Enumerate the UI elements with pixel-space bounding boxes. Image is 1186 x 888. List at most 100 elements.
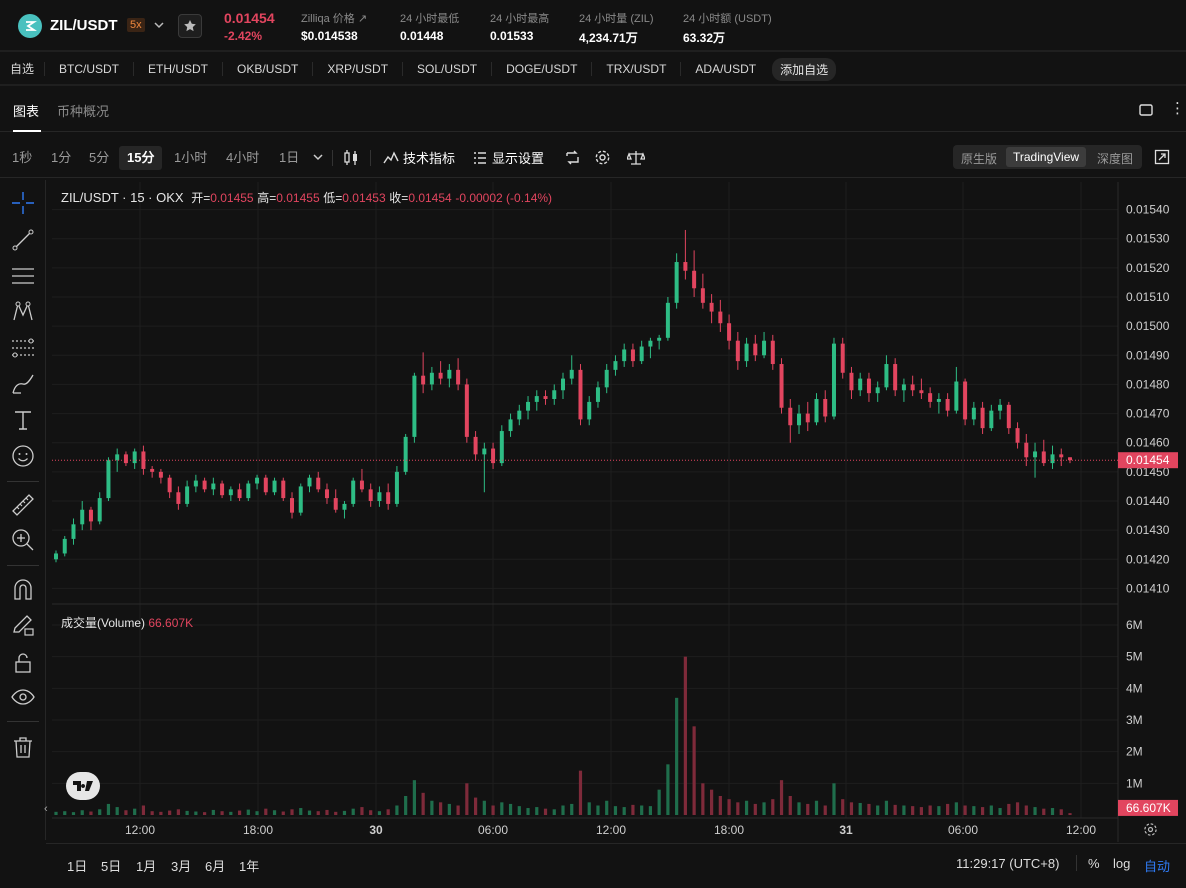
candle-body (858, 378, 863, 391)
interval-dropdown-icon[interactable] (312, 151, 324, 166)
pencil-lock-icon[interactable] (11, 613, 35, 640)
stat-label: 24 小时最高 (490, 13, 550, 25)
fullscreen-icon[interactable] (1154, 149, 1170, 168)
clock[interactable]: 11:29:17 (UTC+8) (956, 856, 1060, 871)
candle-body (202, 480, 207, 490)
time-tick-label: 31 (839, 823, 853, 837)
candle-body (622, 349, 627, 362)
interval-1h[interactable]: 1小时 (174, 150, 208, 165)
fib-retracement-icon[interactable] (11, 336, 35, 363)
interval-4h[interactable]: 4小时 (226, 150, 260, 165)
candle-body (578, 369, 583, 420)
favorite-pair[interactable]: ETH/USDT (134, 62, 224, 76)
candle-body (351, 480, 356, 504)
tab-coin-overview[interactable]: 币种概况 (57, 104, 110, 119)
time-tick-label: 30 (369, 823, 383, 837)
pair-name[interactable]: ZIL/USDT (50, 17, 118, 34)
zil-logo-icon (18, 14, 42, 38)
interval-15m[interactable]: 15分 (119, 146, 163, 170)
volume-bar (71, 812, 76, 815)
brush-icon[interactable] (11, 372, 35, 399)
interval-1s[interactable]: 1秒 (12, 150, 33, 165)
price-tick-label: 0.01460 (1126, 436, 1170, 450)
log-toggle[interactable]: log (1113, 856, 1131, 871)
volume-legend-label[interactable]: 成交量(Volume) (61, 616, 146, 630)
interval-5m[interactable]: 5分 (89, 150, 110, 165)
ruler-icon[interactable] (11, 493, 35, 520)
emoji-icon[interactable] (11, 444, 35, 471)
percent-toggle[interactable]: % (1088, 856, 1100, 871)
candle-body (989, 410, 994, 429)
gear-icon[interactable] (594, 149, 611, 169)
trash-icon[interactable] (11, 735, 35, 762)
volume-bar (911, 806, 915, 815)
favorite-pair[interactable]: OKB/USDT (223, 62, 314, 76)
volume-bar (246, 809, 250, 815)
interval-1d[interactable]: 1日 (279, 150, 300, 165)
stat-zilliqa-price[interactable]: Zilliqa 价格 ↗ $0.014538 (301, 10, 367, 43)
scale-icon[interactable] (626, 149, 646, 169)
layout-window-icon[interactable] (1138, 102, 1154, 118)
axis-settings-gear-icon[interactable] (1143, 822, 1158, 840)
range-1m[interactable]: 1月 (136, 859, 157, 874)
crosshair-icon[interactable] (11, 191, 35, 218)
candle-body (167, 477, 172, 493)
pattern-icon[interactable] (11, 300, 35, 327)
favorite-pair[interactable]: SOL/USDT (403, 62, 493, 76)
view-native[interactable]: 原生版 (961, 152, 998, 166)
trend-line-icon[interactable] (11, 228, 35, 255)
horizontal-lines-icon[interactable] (11, 264, 35, 291)
legend-symbol[interactable]: ZIL/USDT · 15 · OKX (61, 190, 184, 205)
replay-icon[interactable] (564, 149, 581, 169)
view-depth[interactable]: 深度图 (1097, 152, 1134, 166)
view-tradingview[interactable]: TradingView (1006, 147, 1087, 167)
candle-body (718, 311, 723, 324)
stat-value: 63.32万 (683, 31, 726, 45)
volume-bar (115, 807, 119, 815)
favorite-pair[interactable]: ADA/USDT (695, 62, 757, 76)
volume-bar (928, 805, 932, 815)
range-6m[interactable]: 6月 (205, 859, 226, 874)
favorite-star-button[interactable] (178, 14, 202, 38)
volume-bar (946, 803, 950, 815)
favorite-pair[interactable]: BTC/USDT (45, 62, 135, 76)
range-1y[interactable]: 1年 (239, 859, 260, 874)
candle-body (158, 471, 163, 478)
range-5d[interactable]: 5日 (101, 859, 122, 874)
candle-body (893, 364, 898, 391)
auto-toggle[interactable]: 自动 (1144, 859, 1171, 874)
volume-bar (919, 807, 923, 815)
stat-label: 24 小时最低 (400, 13, 460, 25)
tradingview-logo[interactable] (66, 772, 100, 800)
more-icon[interactable]: ⋮ (1170, 100, 1185, 117)
zoom-in-icon[interactable] (11, 528, 35, 555)
eye-icon[interactable] (11, 685, 35, 712)
volume-bar (640, 805, 644, 815)
interval-1m[interactable]: 1分 (51, 150, 72, 165)
add-favorite-button[interactable]: 添加自选 (772, 57, 837, 81)
tab-chart[interactable]: 图表 (13, 104, 40, 119)
text-icon[interactable] (11, 408, 35, 435)
sidebar-divider (7, 565, 39, 566)
volume-tick-label: 2M (1126, 745, 1143, 759)
favorites-label[interactable]: 自选 (0, 62, 46, 76)
chevron-down-icon[interactable] (152, 18, 166, 32)
lock-icon[interactable] (11, 651, 35, 678)
range-1d[interactable]: 1日 (67, 859, 88, 874)
favorite-pair[interactable]: TRX/USDT (592, 62, 682, 76)
magnet-icon[interactable] (11, 577, 35, 604)
tab-bar: 图表 币种概况 ⋮ (0, 88, 1186, 132)
toolbar-divider (332, 150, 333, 166)
scroll-left-icon[interactable]: ‹ (44, 803, 48, 815)
candle-body (220, 483, 225, 496)
volume-bar (54, 811, 58, 815)
volume-bar (386, 809, 390, 815)
favorite-pair[interactable]: XRP/USDT (313, 62, 404, 76)
range-3m[interactable]: 3月 (171, 859, 192, 874)
indicators-button[interactable]: 技术指标 (383, 148, 455, 167)
candle-body (456, 369, 461, 385)
favorite-pair[interactable]: DOGE/USDT (492, 62, 593, 76)
candle-type-icon[interactable] (343, 149, 359, 170)
display-settings-button[interactable]: 显示设置 (472, 148, 544, 167)
